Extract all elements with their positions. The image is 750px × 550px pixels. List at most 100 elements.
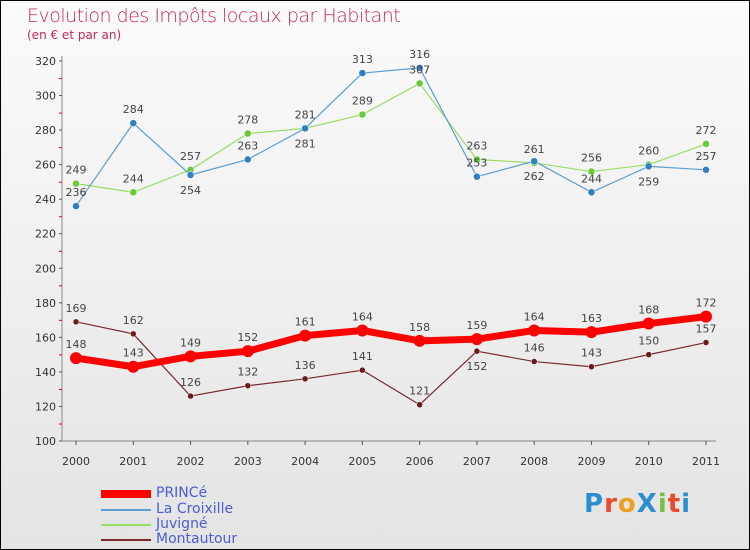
y-tick-label: 180 — [35, 297, 56, 310]
chart-subtitle: (en € et par an) — [27, 28, 122, 42]
legend-item: La Croixille — [101, 502, 301, 517]
data-point — [301, 124, 309, 133]
x-tick-label: 2002 — [177, 455, 205, 468]
legend-swatch — [101, 509, 151, 511]
series-line-PRINCé — [75, 313, 707, 371]
legend-label: Montautour — [156, 531, 238, 547]
data-point — [244, 155, 252, 164]
data-point — [72, 318, 80, 326]
data-label: 263 — [237, 139, 258, 152]
data-label: 163 — [581, 312, 602, 325]
data-point — [130, 330, 137, 338]
legend-item: Juvigné — [101, 517, 301, 532]
data-point — [358, 110, 367, 119]
data-label: 143 — [123, 347, 144, 360]
data-point — [644, 162, 653, 171]
data-label: 132 — [237, 366, 258, 379]
data-label: 121 — [409, 385, 430, 398]
data-label: 259 — [638, 175, 659, 188]
data-point — [415, 79, 424, 88]
data-label: 162 — [123, 314, 144, 327]
x-tick-label: 2011 — [692, 455, 720, 468]
y-tick-label: 100 — [35, 435, 56, 448]
data-label: 316 — [409, 48, 430, 61]
data-label: 152 — [466, 360, 487, 373]
legend-label: PRINCé — [156, 485, 208, 501]
data-point — [415, 64, 424, 72]
data-label: 244 — [581, 172, 602, 185]
y-tick-label: 160 — [35, 331, 56, 344]
data-point — [473, 347, 481, 355]
data-point — [187, 392, 194, 400]
data-label: 257 — [696, 150, 717, 163]
data-point — [642, 317, 655, 330]
data-label: 141 — [352, 350, 373, 363]
legend-label: Juvigné — [156, 516, 208, 532]
data-point — [587, 188, 596, 197]
y-tick-label: 120 — [35, 400, 56, 413]
data-label: 284 — [123, 103, 144, 116]
y-tick-label: 200 — [35, 262, 56, 275]
y-tick-label: 280 — [35, 124, 56, 137]
data-label: 157 — [696, 323, 717, 336]
data-label: 136 — [295, 359, 316, 372]
data-point — [70, 352, 82, 365]
data-point — [359, 366, 366, 374]
data-label: 260 — [638, 145, 659, 158]
data-label: 168 — [638, 304, 659, 317]
data-point — [587, 167, 596, 176]
data-point — [184, 350, 197, 363]
x-tick-label: 2000 — [62, 455, 90, 468]
data-label: 236 — [66, 186, 87, 199]
data-point — [528, 324, 541, 337]
data-label: 307 — [409, 63, 430, 76]
data-label: 272 — [696, 124, 717, 137]
data-label: 149 — [180, 336, 201, 349]
data-label: 172 — [696, 297, 717, 310]
series-line-Juvigné — [75, 82, 707, 193]
series-line-Montautour — [75, 321, 707, 406]
data-point — [299, 329, 312, 342]
data-point — [358, 69, 367, 77]
x-tick-label: 2005 — [348, 455, 376, 468]
data-label: 281 — [295, 137, 316, 150]
x-tick-label: 2007 — [463, 455, 491, 468]
data-label: 278 — [237, 114, 258, 127]
data-point — [530, 358, 538, 365]
data-point — [530, 157, 538, 165]
y-tick-label: 300 — [35, 90, 56, 103]
legend-swatch — [101, 539, 151, 541]
data-label: 313 — [352, 53, 373, 66]
data-label: 263 — [466, 139, 487, 152]
data-point — [645, 351, 652, 358]
data-label: 169 — [66, 302, 87, 315]
data-point — [702, 339, 710, 346]
y-tick-label: 220 — [35, 228, 56, 241]
data-point — [356, 324, 369, 337]
data-point — [588, 363, 595, 370]
plot-area: 100 120 140 160 180 200 220 240 260 280 300 320 2000… — [35, 48, 720, 468]
x-tick-label: 2010 — [635, 455, 663, 468]
data-point — [585, 326, 598, 339]
data-label: 152 — [237, 331, 258, 344]
data-point — [473, 172, 481, 181]
y-tick-label: 260 — [35, 159, 56, 172]
data-label: 244 — [123, 172, 144, 185]
data-point — [72, 179, 80, 188]
data-label: 262 — [524, 170, 545, 183]
data-point — [470, 333, 483, 346]
x-tick-label: 2003 — [234, 455, 262, 468]
data-label: 143 — [581, 347, 602, 360]
data-point — [129, 119, 138, 127]
data-label: 256 — [581, 152, 602, 165]
series-line-La Croixille — [75, 67, 707, 207]
legend-swatch — [101, 490, 151, 498]
proxiti-logo: ProXiti — [584, 489, 692, 519]
data-point — [241, 345, 254, 358]
data-label: 146 — [524, 342, 545, 355]
data-label: 159 — [466, 319, 487, 332]
data-point — [473, 155, 481, 164]
data-point — [186, 171, 195, 179]
data-label: 161 — [295, 316, 316, 329]
